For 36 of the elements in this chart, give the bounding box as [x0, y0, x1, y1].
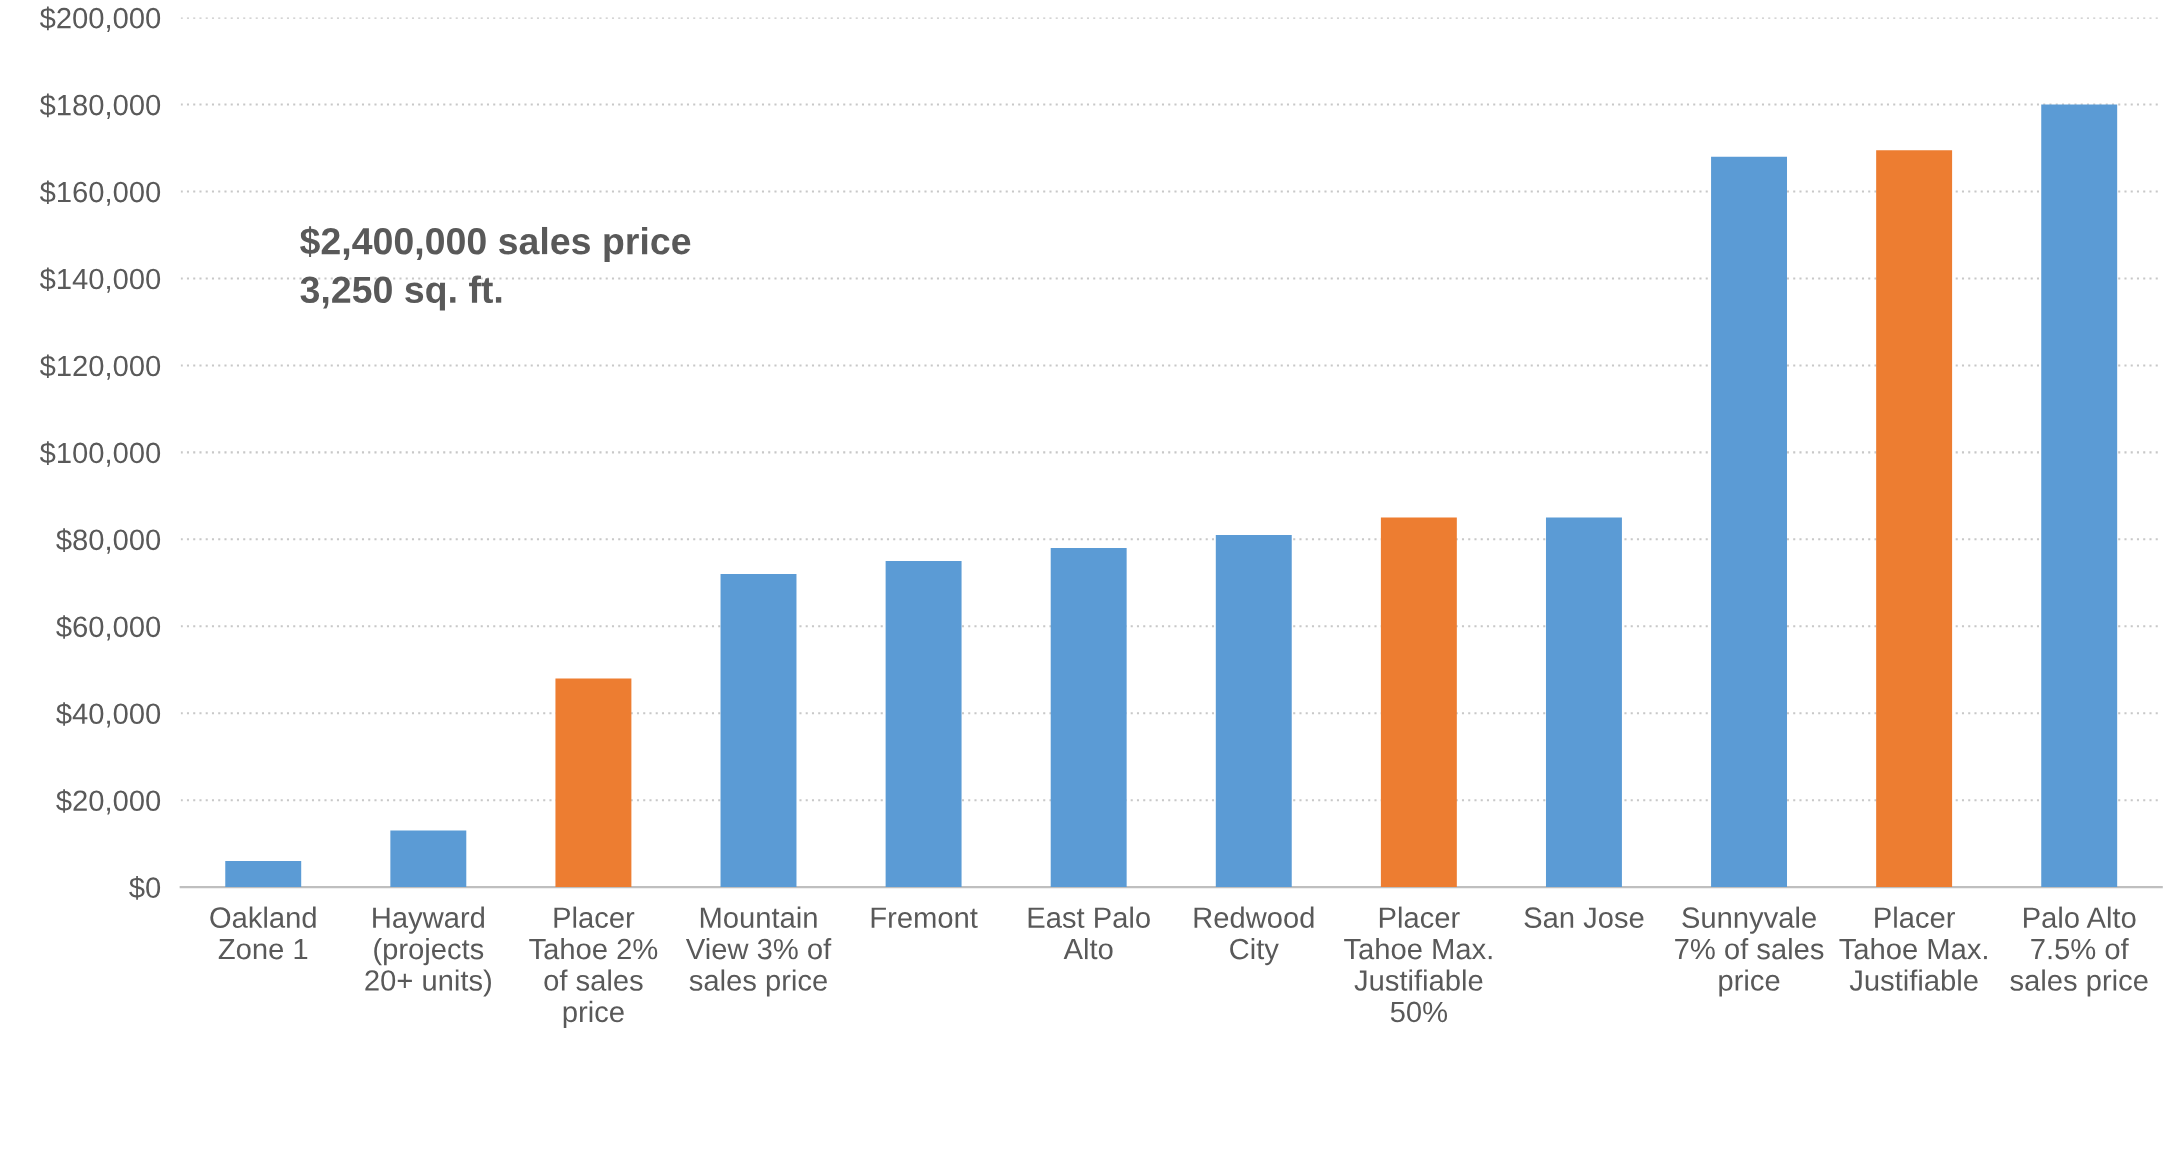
x-tick-label: Mountain View 3% of sales price — [685, 906, 832, 997]
x-tick-label: Placer Tahoe Max. Justifiable 50% — [1344, 906, 1492, 1023]
x-tick-label: Hayward (projects 20+ units) — [365, 906, 491, 997]
x-tick-label: Sunnyvale 7% of sales price — [1675, 906, 1824, 997]
x-tick-label: Placer Tahoe 2% of sales price — [529, 906, 658, 1029]
bar — [390, 830, 467, 888]
bar — [1050, 548, 1127, 888]
y-tick-label: $20,000 — [56, 789, 161, 815]
x-tick-label: Oakland Zone 1 — [210, 906, 316, 960]
bar — [555, 678, 632, 888]
bar — [1545, 517, 1622, 888]
y-tick-label: $60,000 — [56, 615, 161, 641]
y-tick-label: $160,000 — [39, 180, 161, 206]
y-tick-label: $200,000 — [39, 6, 161, 32]
y-tick-label: $120,000 — [39, 354, 161, 380]
x-tick-label: Placer Tahoe Max. Justifiable — [1839, 906, 1987, 991]
annotation: $2,400,000 sales price 3,250 sq. ft. — [300, 226, 691, 311]
bar — [720, 574, 797, 888]
bar — [1215, 534, 1292, 888]
x-tick-label: Redwood City — [1194, 906, 1314, 966]
x-tick-label: East Palo Alto — [1028, 906, 1150, 960]
y-tick-label: $100,000 — [39, 441, 161, 467]
bar — [1876, 150, 1953, 888]
y-tick-label: $180,000 — [39, 93, 161, 119]
x-tick-label: San Jose — [1524, 907, 1644, 928]
bar — [1711, 156, 1788, 888]
x-tick-label: Palo Alto 7.5% of sales price — [2010, 906, 2148, 997]
y-tick-label: $140,000 — [39, 267, 161, 293]
bar — [885, 561, 962, 888]
bar — [1380, 517, 1457, 888]
bar — [225, 861, 302, 888]
x-tick-label: Fremont — [871, 907, 978, 928]
y-tick-label: $0 — [129, 876, 161, 900]
bar — [2041, 104, 2118, 888]
y-tick-label: $40,000 — [56, 702, 161, 728]
y-tick-label: $80,000 — [56, 528, 161, 554]
